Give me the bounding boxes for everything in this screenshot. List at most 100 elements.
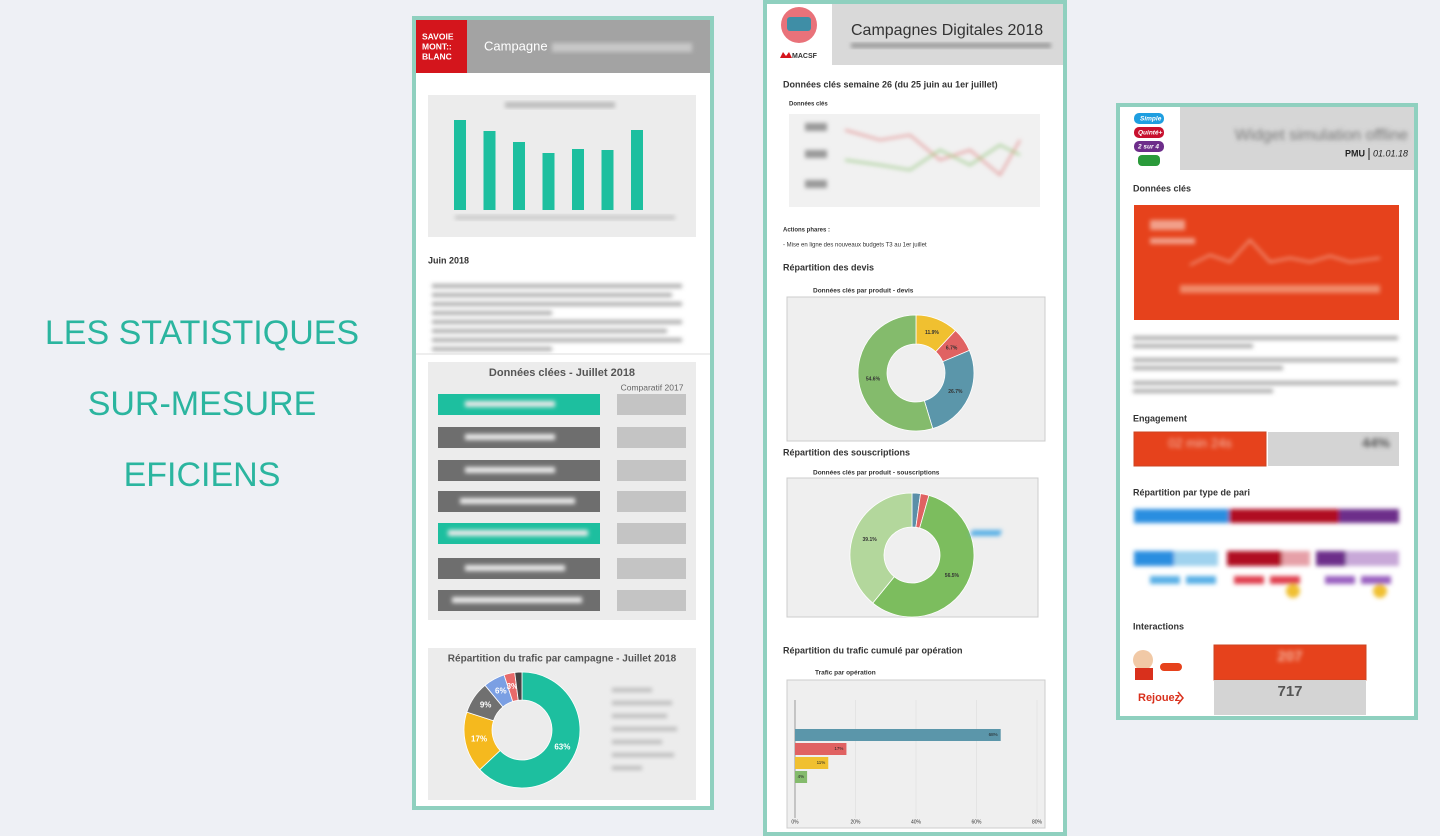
section-title: Données clés: [1133, 183, 1191, 193]
blurred-paragraph: [1133, 336, 1398, 393]
bar-label: 4%: [798, 774, 805, 779]
donut-slice: [857, 314, 934, 432]
kpi-title: Données clées - Juillet 2018: [489, 367, 635, 379]
blurred-text: [552, 43, 692, 52]
heading-line: EFICIENS: [124, 456, 281, 494]
bar: [483, 131, 496, 210]
bar: [454, 120, 466, 210]
donut-slice: [514, 671, 523, 701]
subs-donut: 56.5% 39.1%: [849, 492, 975, 618]
avatar: [1133, 650, 1153, 670]
card-title: Widget simulation offline: [1235, 127, 1408, 144]
card-macsf: MACSF Campagnes Digitales 2018 Données c…: [763, 0, 1067, 836]
chart-title: Données clés par produit - devis: [813, 288, 914, 295]
kpi-compare: Comparatif 2017: [621, 382, 684, 392]
bar: [795, 771, 808, 783]
bar-label: 11%: [817, 760, 826, 765]
section-title: Répartition des devis: [783, 262, 874, 272]
date: 01.01.18: [1373, 148, 1408, 158]
donut-slice: [849, 492, 913, 604]
section-title: Répartition par type de pari: [1133, 487, 1250, 497]
blurred-text: [505, 102, 615, 108]
card-pmu: Simple Quinté+ 2 sur 4 Widget simulation…: [969, 103, 1418, 720]
slice-label: 17%: [471, 735, 487, 744]
donut-title: Répartition du trafic par campagne - Jui…: [448, 654, 677, 665]
logo-text: Quinté+: [1138, 130, 1163, 137]
donut-slice: [872, 494, 975, 618]
bar: [795, 743, 847, 755]
traffic-donut: 63% 17% 9%6% 3%: [463, 671, 581, 789]
logo-badge: [1134, 113, 1164, 124]
brand: PMU: [1345, 148, 1365, 158]
trend-chart: [454, 120, 643, 210]
stat-value: 207: [1277, 648, 1302, 665]
card-header: [1180, 107, 1414, 170]
section-title: Actions phares :: [783, 228, 830, 234]
card-title: Campagne: [484, 38, 548, 53]
slice-label: 11.9%: [925, 330, 939, 336]
slice-label: 63%: [554, 743, 570, 752]
bar: [572, 149, 584, 210]
bar-label: 68%: [989, 732, 998, 737]
logo-badge: [1134, 141, 1164, 152]
bar: [513, 142, 525, 210]
bar: [795, 757, 829, 769]
card-title: Campagnes Digitales 2018: [851, 22, 1043, 39]
logo-text: Simple: [1140, 116, 1162, 123]
stat-box: [1133, 431, 1267, 467]
logo-mark: [780, 52, 792, 58]
stat-value: 717: [1277, 683, 1302, 700]
bar: [795, 729, 1001, 741]
stat-value: 02 min 24s: [1168, 435, 1232, 450]
logo-text: MONT::: [422, 41, 452, 51]
blurred-text: [851, 43, 1051, 48]
heading-line: SUR-MESURE: [88, 385, 317, 423]
blurred-paragraph: [432, 284, 682, 351]
logo-text: 2 sur 4: [1137, 144, 1159, 151]
stat-value: 44%: [1362, 435, 1391, 451]
toggle[interactable]: [1160, 663, 1182, 671]
section-title: Répartition des souscriptions: [783, 447, 910, 457]
kpi-rows: [438, 394, 686, 611]
logo-badge: [1134, 127, 1164, 138]
chevron[interactable]: [1177, 691, 1184, 705]
blurred-legend: [612, 688, 677, 770]
logo-text: MACSF: [792, 53, 818, 60]
bar: [542, 153, 555, 210]
logo-text: SAVOIE: [422, 31, 454, 41]
blurred-line-chart: [805, 123, 1021, 188]
logo-text: BLANC: [422, 51, 452, 61]
slice-label: 6%: [495, 687, 507, 696]
logo-badge: [1138, 155, 1160, 166]
x-tick-label: 80%: [1032, 819, 1043, 825]
bar-label: 17%: [834, 746, 843, 751]
replay-link[interactable]: Rejouez: [1138, 692, 1181, 704]
chart-box: [428, 95, 696, 237]
blurred-text: [455, 215, 675, 220]
section-title: Répartition du trafic cumulé par opérati…: [783, 645, 963, 655]
section-title: Engagement: [1133, 413, 1187, 423]
stat-box: [1213, 644, 1367, 681]
chart-title: Trafic par opération: [815, 670, 876, 677]
slice-label: 9%: [480, 700, 492, 709]
x-tick-label: 20%: [850, 819, 861, 825]
slice-label: 3%: [507, 682, 519, 691]
slice-label: 54.6%: [866, 377, 881, 383]
car-icon: [787, 17, 811, 31]
traffic-bars: 0% 20% 40% 60% 80% 68% 17% 11% 4%: [791, 700, 1043, 825]
caption: Données clés: [789, 102, 828, 108]
bar: [601, 150, 614, 210]
chart-title: Données clés par produit - souscriptions: [813, 470, 940, 477]
donut-slice: [479, 671, 581, 789]
avatar: [1135, 668, 1153, 680]
stat-box: [1268, 432, 1399, 466]
card-header: [832, 4, 1063, 65]
section-title: Interactions: [1133, 621, 1184, 631]
logo-box: [416, 20, 467, 73]
slice-label: 39.1%: [863, 537, 878, 543]
heading-line: LES STATISTIQUES: [45, 314, 359, 352]
slice-label: 26.7%: [948, 389, 963, 395]
blurred-sparkline: [1150, 220, 1381, 293]
quotes-donut: 11.9% 6.7% 26.7% 54.6%: [857, 314, 975, 432]
